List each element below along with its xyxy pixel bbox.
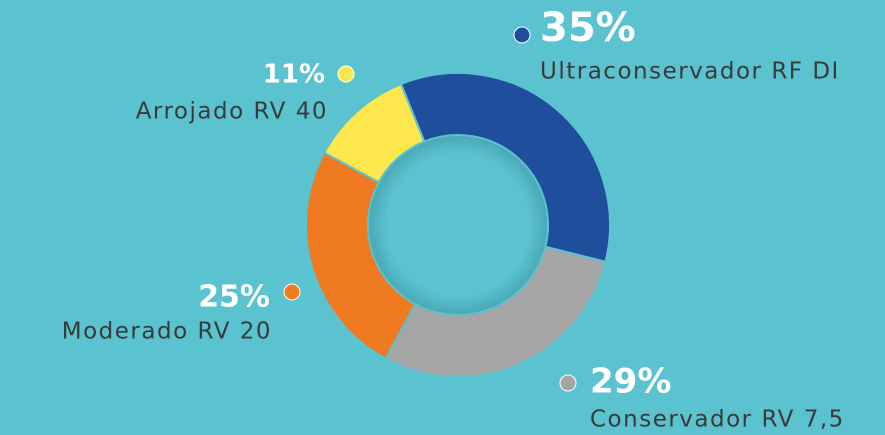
donut-segment [305, 151, 417, 361]
category-label: Ultraconservador RF DI [540, 59, 840, 85]
legend-dot [283, 283, 301, 301]
donut-segment [322, 82, 426, 184]
donut-segment [384, 245, 607, 378]
legend-dot [513, 26, 531, 44]
category-label: Conservador RV 7,5 [590, 407, 845, 433]
value-label: 11% [263, 60, 325, 90]
donut-segment [399, 72, 611, 263]
value-label: 29% [590, 362, 671, 402]
category-label: Arrojado RV 40 [136, 99, 328, 125]
donut-hole [369, 136, 547, 314]
value-label: 25% [198, 280, 270, 315]
legend-dot [559, 374, 577, 392]
category-label: Moderado RV 20 [62, 319, 272, 345]
value-label: 35% [540, 5, 636, 51]
legend-dot [337, 65, 355, 83]
